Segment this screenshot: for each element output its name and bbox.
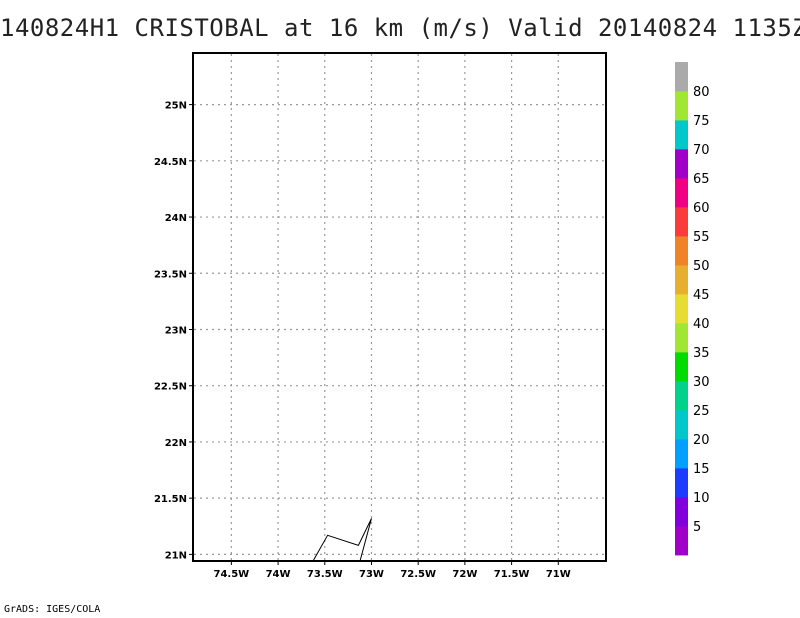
tick-label-lon: 71.5W (494, 569, 530, 580)
colorbar-label: 10 (693, 491, 710, 506)
colorbar-label: 65 (693, 172, 710, 187)
tick-label-lat: 23N (165, 325, 187, 336)
tick-label-lon: 71W (546, 569, 571, 580)
grid-lines (194, 54, 605, 560)
tick-label-lon: 73W (359, 569, 384, 580)
tick-label-lon: 72.5W (400, 569, 436, 580)
colorbar-bin (675, 91, 688, 121)
tick-label-lon: 74.5W (214, 569, 250, 580)
tick-label-lon: 74W (266, 569, 291, 580)
colorbar-bin (675, 149, 688, 179)
colorbar-label: 45 (693, 288, 710, 303)
colorbar-label: 40 (693, 317, 710, 332)
colorbar-label: 35 (693, 346, 710, 361)
tick-label-lat: 21N (165, 550, 187, 561)
colorbar-bin (675, 439, 688, 469)
tick-label-lat: 24N (165, 213, 187, 224)
colorbar-label: 30 (693, 375, 710, 390)
colorbar-bin (675, 497, 688, 527)
colorbar: 5 10 15 20 25 30 35 40 45 50 55 60 65 70 75 80 (675, 62, 710, 556)
colorbar-label: 15 (693, 462, 710, 477)
colorbar-bin (675, 323, 688, 353)
colorbar-bin (675, 381, 688, 411)
track-line (313, 518, 372, 561)
map-frame (192, 52, 607, 562)
colorbar-label: 60 (693, 201, 710, 216)
latitude-ticks: 21N 21.5N 22N 22.5N 23N 23.5N 24N 24.5N 25N (154, 101, 194, 561)
colorbar-label: 70 (693, 143, 710, 158)
colorbar-bin (675, 265, 688, 295)
longitude-ticks: 74.5W 74W 73.5W 73W 72.5W 72W 71.5W 71W (214, 560, 571, 580)
colorbar-label: 25 (693, 404, 710, 419)
colorbar-bin (675, 294, 688, 324)
colorbar-bin (675, 526, 688, 556)
colorbar-bin (675, 410, 688, 440)
tick-label-lat: 23.5N (154, 269, 187, 280)
colorbar-bin (675, 62, 688, 92)
colorbar-bin (675, 468, 688, 498)
tick-label-lat: 25N (165, 101, 187, 112)
tick-label-lon: 72W (452, 569, 477, 580)
grads-credit: GrADS: IGES/COLA (4, 604, 101, 615)
colorbar-label: 55 (693, 230, 710, 245)
colorbar-bin (675, 207, 688, 237)
colorbar-bin (675, 236, 688, 266)
colorbar-label: 20 (693, 433, 710, 448)
colorbar-label: 50 (693, 259, 710, 274)
tick-label-lon: 73.5W (307, 569, 343, 580)
colorbar-bin (675, 352, 688, 382)
map-plot: 74.5W 74W 73.5W 73W 72.5W 72W 71.5W 71W 21N 21.5… (154, 52, 710, 580)
tick-label-lat: 24.5N (154, 157, 187, 168)
colorbar-label: 80 (693, 85, 710, 100)
storm-track (313, 518, 372, 561)
plot-title: 140824H1 CRISTOBAL at 16 km (m/s) Valid … (0, 14, 800, 42)
tick-label-lat: 22.5N (154, 382, 187, 393)
colorbar-label: 75 (693, 114, 710, 129)
colorbar-label: 5 (693, 520, 701, 535)
colorbar-bin (675, 178, 688, 208)
tick-label-lat: 21.5N (154, 494, 187, 505)
colorbar-bin (675, 120, 688, 150)
tick-label-lat: 22N (165, 438, 187, 449)
